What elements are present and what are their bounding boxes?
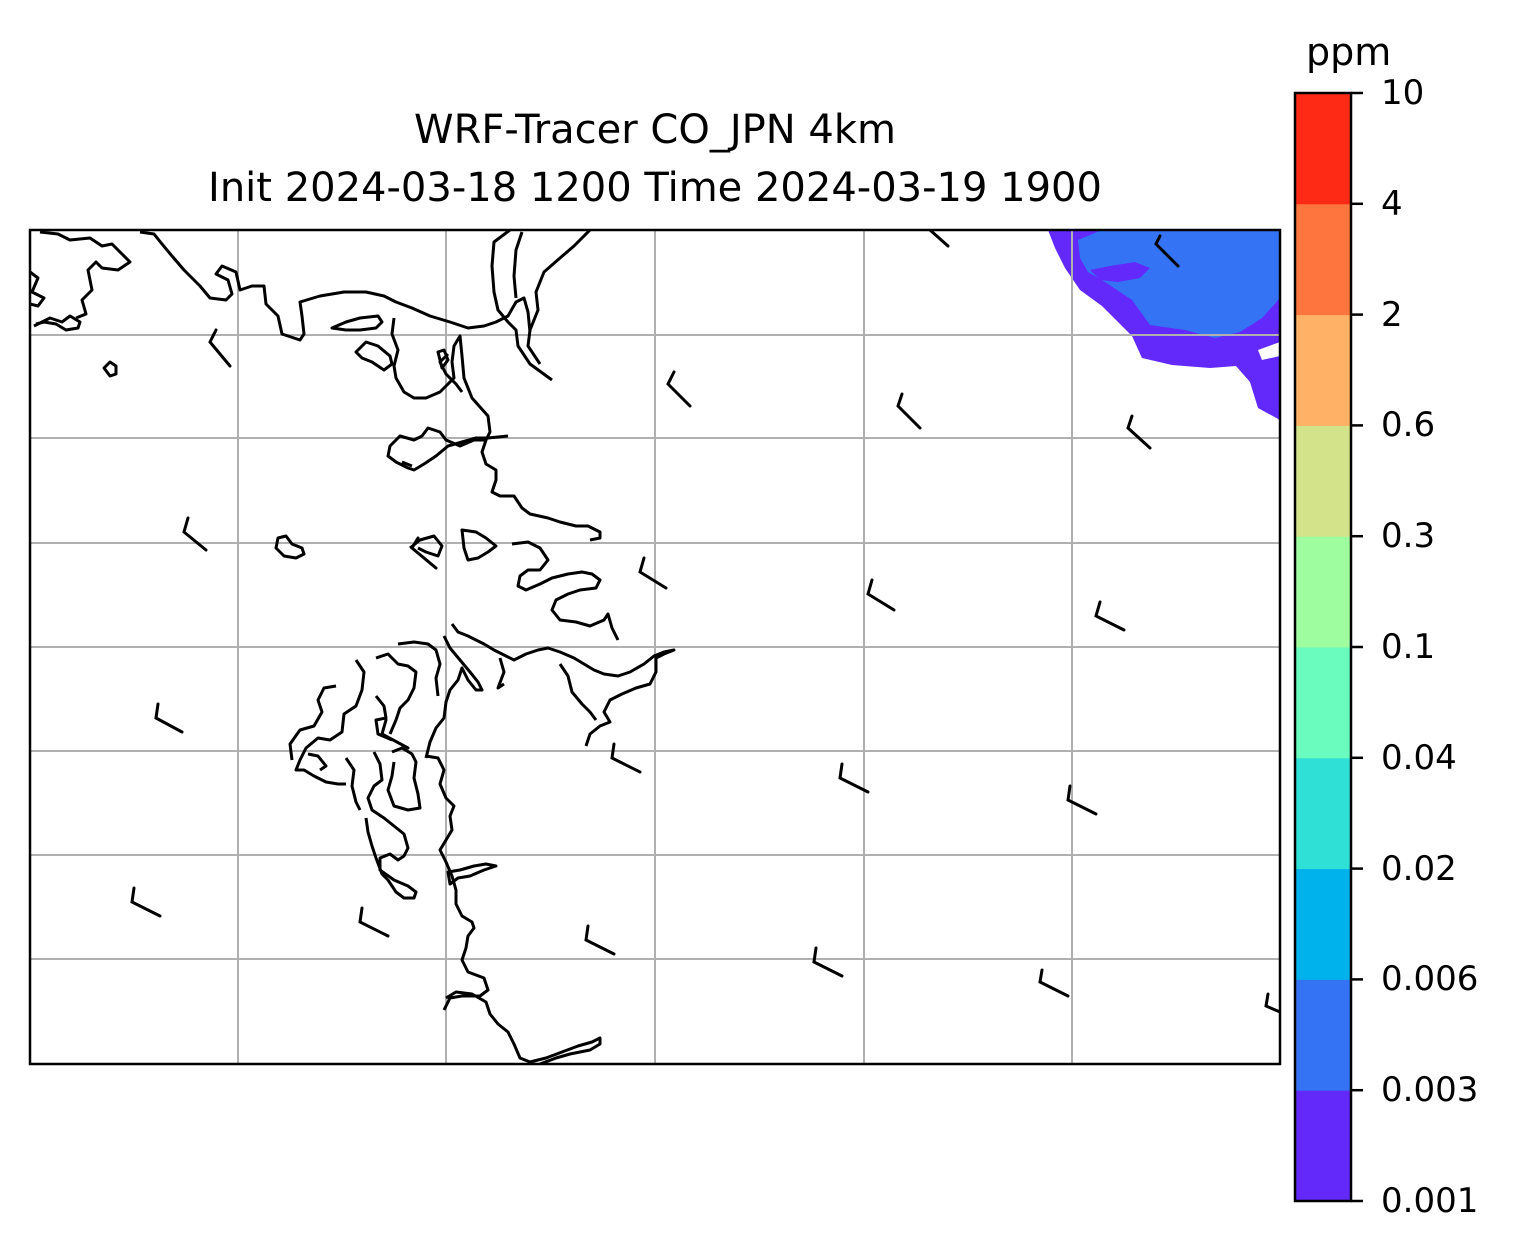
map-plot-area (30, 230, 1280, 1064)
colorbar-segment (1295, 203, 1351, 316)
colorbar-segment (1295, 647, 1351, 759)
colorbar-tick-label: 0.3 (1381, 516, 1436, 557)
colorbar-unit-label: ppm (1306, 30, 1392, 74)
colorbar-tick-label: 0.003 (1381, 1070, 1479, 1111)
colorbar-segment (1295, 757, 1351, 870)
coastlines (30, 230, 676, 1064)
colorbar-segment (1295, 868, 1351, 980)
white-notch (1258, 342, 1280, 360)
colorbar-segment (1295, 536, 1351, 648)
colorbar-segment (1295, 93, 1351, 205)
gridlines (30, 230, 1280, 1064)
tracer-fill-level-1-notch (1090, 262, 1150, 282)
colorbar-ticks (1351, 91, 1363, 1203)
colorbar-tick-label: 2 (1381, 294, 1403, 335)
colorbar-tick-label: 0.02 (1381, 848, 1457, 889)
colorbar-segment (1295, 1090, 1351, 1202)
chart-title-line1: WRF-Tracer CO_JPN 4km (414, 107, 896, 153)
colorbar-tick-label: 0.04 (1381, 737, 1457, 778)
colorbar-tick-label: 0.6 (1381, 405, 1436, 446)
colorbar (1295, 93, 1351, 1202)
colorbar-tick-label: 0.001 (1381, 1181, 1479, 1221)
colorbar-segment (1295, 425, 1351, 537)
wind-barbs (130, 230, 1280, 1014)
map-frame (28, 228, 1282, 1066)
tracer-fill-level-2 (1078, 230, 1280, 338)
chart-title-line2: Init 2024-03-18 1200 Time 2024-03-19 190… (208, 165, 1102, 211)
colorbar-tick-label: 4 (1381, 183, 1403, 224)
colorbar-tick-label: 0.1 (1381, 627, 1436, 667)
colorbar-segment (1295, 979, 1351, 1091)
colorbar-tick-label: 0.006 (1381, 959, 1479, 1000)
colorbar-segment (1295, 314, 1351, 426)
colorbar-tick-label: 10 (1381, 73, 1425, 113)
